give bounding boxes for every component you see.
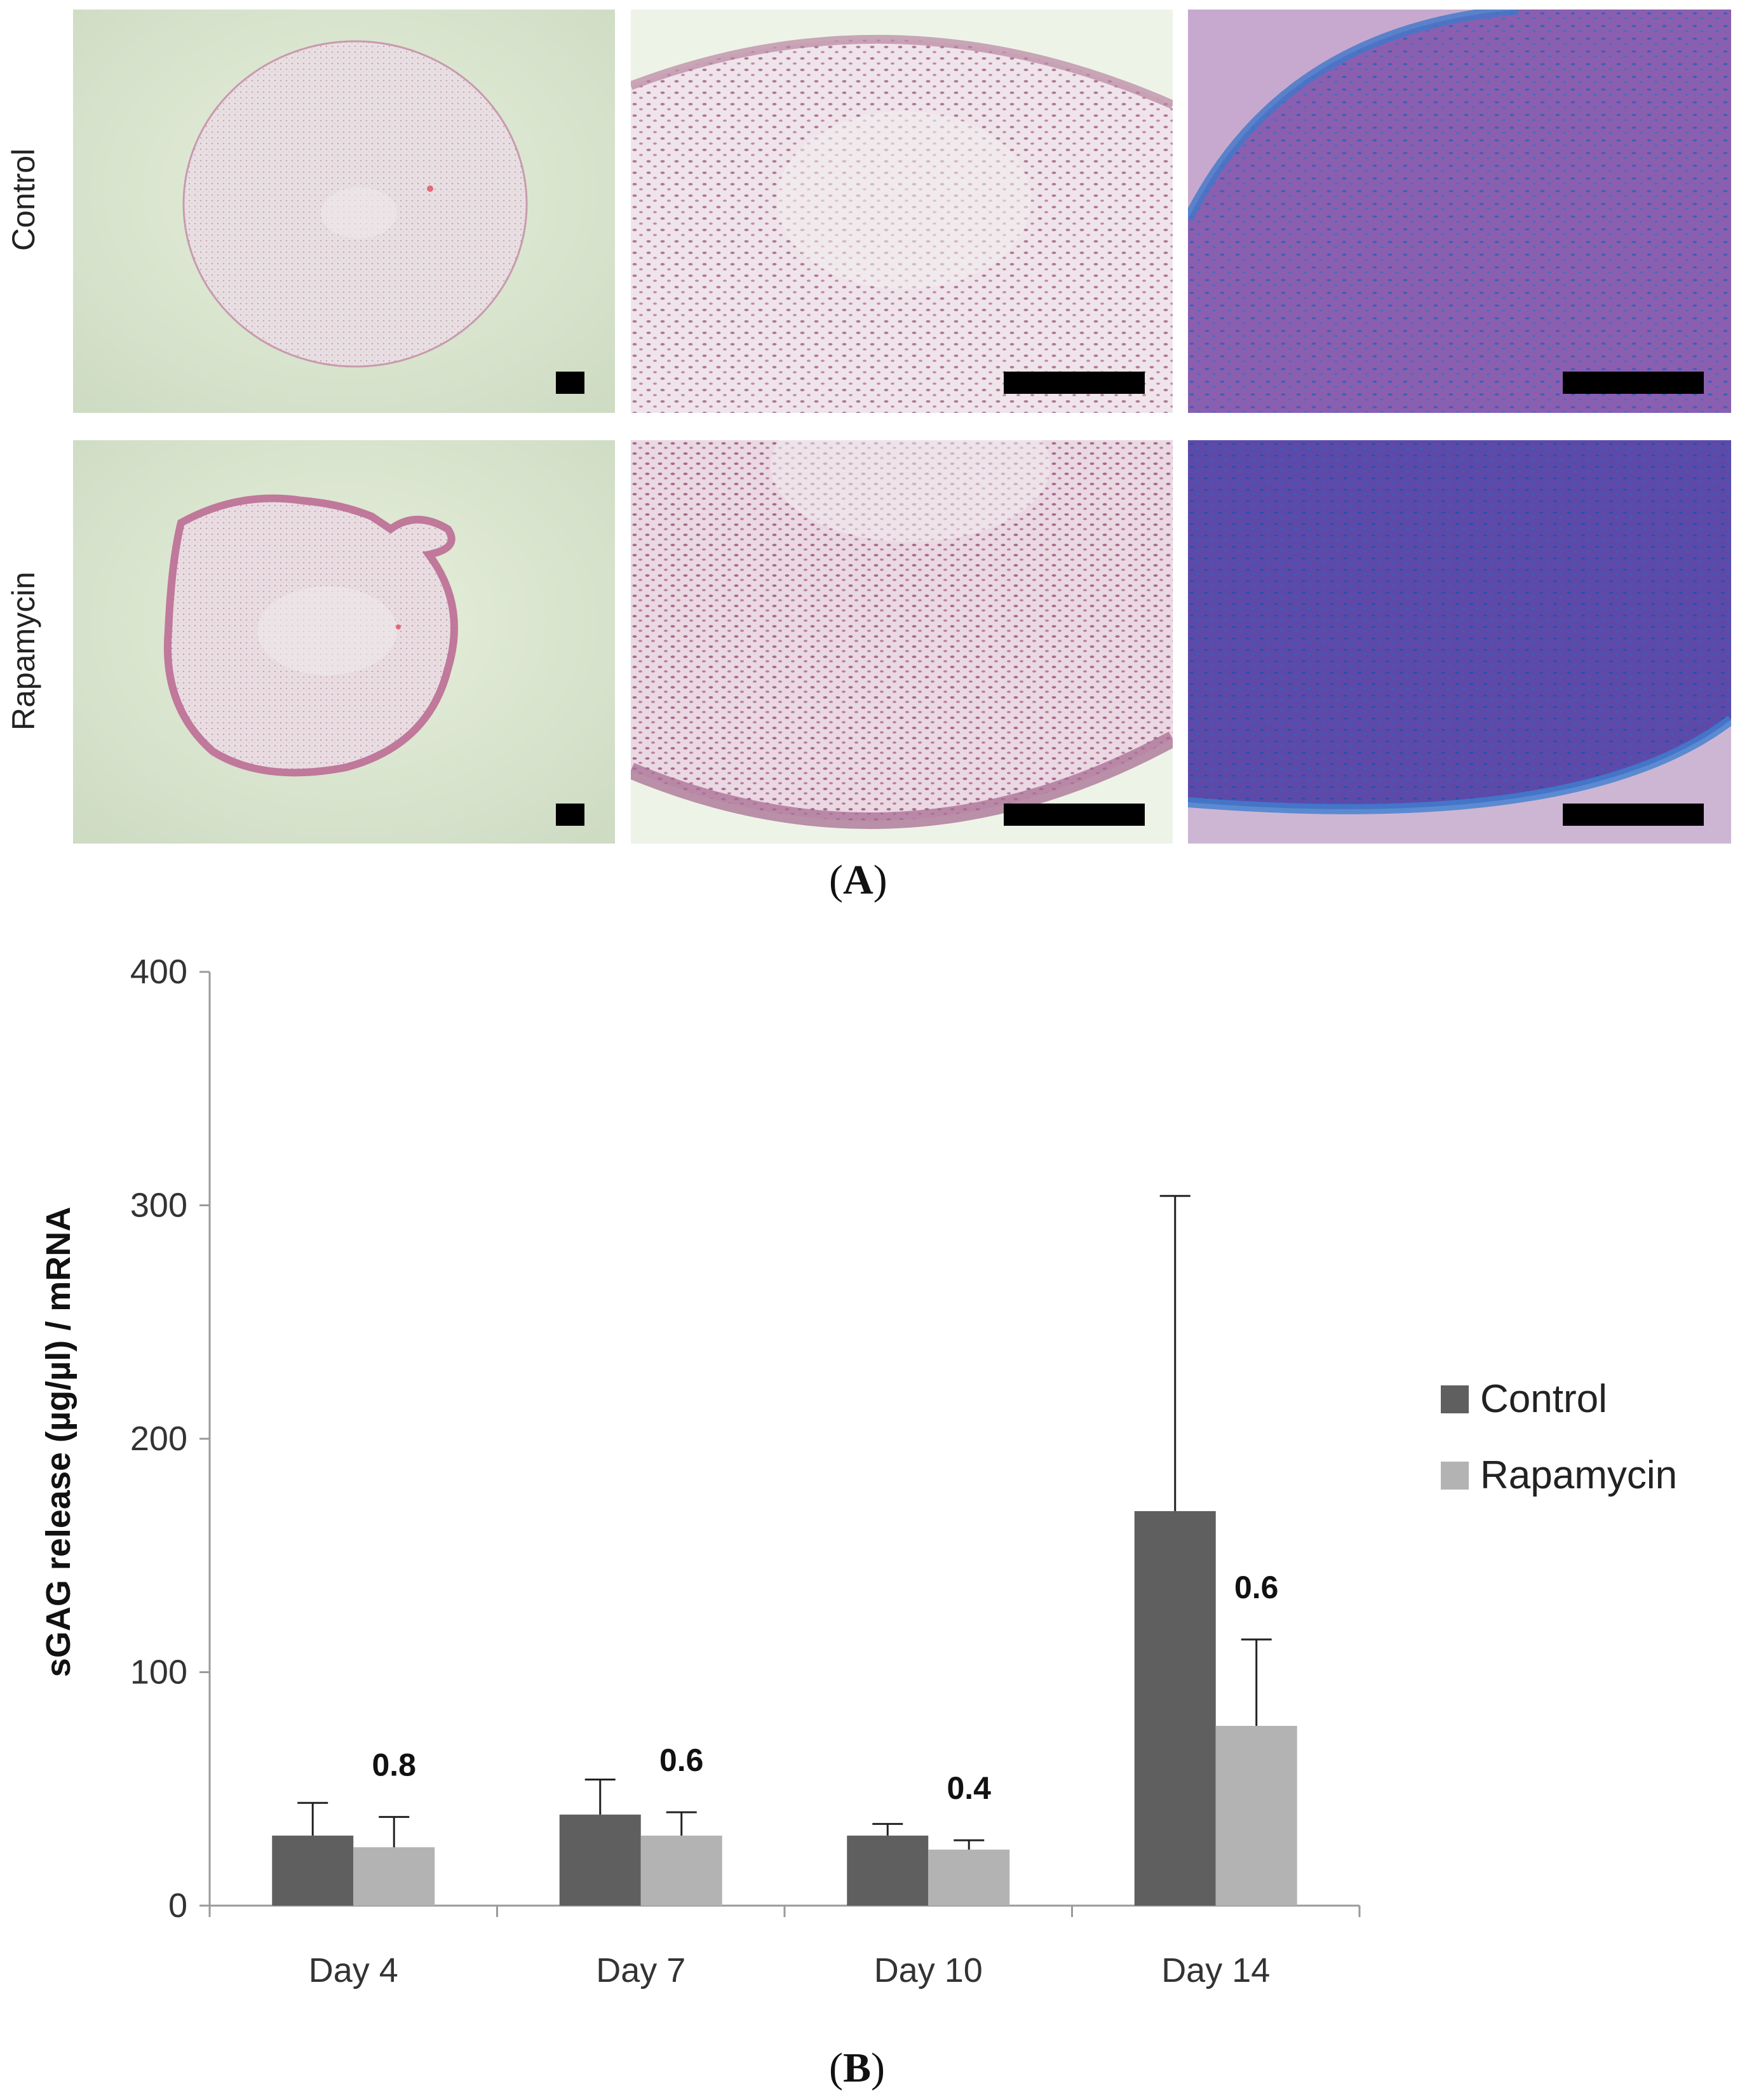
row-label-rapamycin: Rapamycin [6,571,41,730]
scale-bar [556,804,584,826]
bar-rapamycin [353,1847,435,1906]
micrograph-rapamycin-low-mag [73,440,615,844]
y-tick-label: 200 [130,1420,187,1458]
bar-control [847,1835,929,1906]
bar-rapamycin [928,1849,1010,1906]
bar-chart: 0 100 200 300 400 Day 4 Day 7 Day 10 Day 14 0.8… [39,953,1677,1989]
x-axis: Day 4 Day 7 Day 10 Day 14 [208,1904,1361,1989]
p-value-label: 0.6 [659,1742,704,1778]
bar-control [559,1814,641,1906]
y-axis-label: sGAG release (µg/µl) / mRNA [39,1207,78,1677]
x-tick-label: Day 14 [1161,1951,1270,1989]
legend-label-rapamycin: Rapamycin [1480,1453,1677,1497]
micrograph-control-low-mag [73,10,615,413]
legend-label-control: Control [1480,1377,1607,1421]
y-tick-label: 400 [130,953,187,991]
legend-swatch-rapamycin [1441,1462,1469,1490]
micrograph-rapamycin-stain [1188,440,1731,844]
row-label-control: Control [6,148,41,251]
scale-bar [1004,804,1145,826]
micrograph-rapamycin-he [631,440,1173,844]
panel-label-a: (A) [829,857,887,903]
y-tick-label: 100 [130,1653,187,1692]
scale-bar [1004,372,1145,394]
x-tick-label: Day 10 [874,1951,983,1989]
micrograph-control-he [631,10,1173,413]
scale-bar [1563,372,1704,394]
p-value-label: 0.6 [1234,1570,1279,1605]
micrograph-control-stain [1188,10,1731,413]
bar-control [272,1835,354,1906]
y-tick-label: 0 [168,1887,187,1925]
panel-label-b: (B) [829,2045,885,2091]
scale-bar [1563,804,1704,826]
x-tick-label: Day 7 [596,1951,685,1989]
p-value-label: 0.4 [947,1770,991,1806]
y-tick-label: 300 [130,1187,187,1225]
bar-rapamycin [1215,1726,1297,1906]
legend: Control Rapamycin [1441,1377,1677,1497]
bar-control [1134,1511,1216,1906]
legend-swatch-control [1441,1385,1469,1413]
scale-bar [556,372,584,394]
bar-rapamycin [640,1835,722,1906]
y-axis: 0 100 200 300 400 [130,953,211,1925]
p-value-label: 0.8 [372,1747,416,1782]
x-tick-label: Day 4 [309,1951,398,1989]
bars: 0.8 0.6 0.4 0.6 [272,1195,1297,1906]
